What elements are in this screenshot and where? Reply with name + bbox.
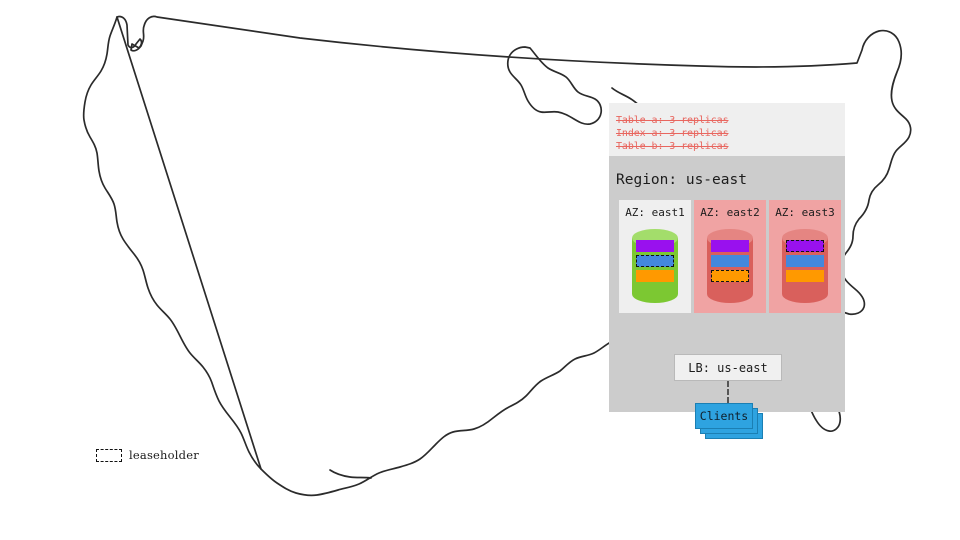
lb-clients-connector	[727, 381, 729, 403]
replica-line-index-a: Index a: 3 replicas	[616, 128, 729, 139]
range-bar-table-a	[636, 240, 674, 252]
availability-zone-east1[interactable]: AZ: east1	[619, 200, 691, 313]
map-texas-notch	[329, 469, 372, 479]
clients-stack[interactable]: Clients	[695, 403, 763, 439]
database-cylinder-east2	[706, 228, 754, 304]
availability-zone-row: AZ: east1 AZ:	[619, 200, 841, 313]
availability-zone-east2[interactable]: AZ: east2	[694, 200, 766, 313]
load-balancer-label: LB: us-east	[688, 360, 768, 375]
client-card-front: Clients	[695, 403, 753, 429]
range-bar-index-a	[711, 255, 749, 267]
range-bars-east3	[786, 240, 824, 282]
legend-label: leaseholder	[129, 448, 199, 462]
load-balancer-box[interactable]: LB: us-east	[674, 354, 782, 381]
range-bars-east1	[636, 240, 674, 282]
range-bar-index-a	[786, 255, 824, 267]
range-bar-table-a-leaseholder	[786, 240, 824, 252]
availability-zone-east3[interactable]: AZ: east3	[769, 200, 841, 313]
database-cylinder-east3	[781, 228, 829, 304]
az-label-east2: AZ: east2	[700, 206, 760, 219]
replica-line-table-b: Table b: 3 replicas	[616, 141, 729, 152]
legend: leaseholder	[96, 448, 199, 462]
database-cylinder-east1	[631, 228, 679, 304]
replica-summary-header: Table a: 3 replicas Index a: 3 replicas …	[609, 103, 845, 156]
range-bar-table-b	[636, 270, 674, 282]
range-bar-index-a-leaseholder	[636, 255, 674, 267]
replica-line-table-a: Table a: 3 replicas	[616, 115, 729, 126]
range-bars-east2	[711, 240, 749, 282]
region-title: Region: us-east	[616, 172, 747, 188]
az-label-east1: AZ: east1	[625, 206, 685, 219]
clients-label: Clients	[699, 409, 749, 423]
map-great-lakes	[506, 46, 603, 126]
range-bar-table-b-leaseholder	[711, 270, 749, 282]
range-bar-table-b	[786, 270, 824, 282]
dashed-rect-icon	[96, 448, 122, 462]
region-panel: Table a: 3 replicas Index a: 3 replicas …	[609, 103, 845, 439]
map-north-east-edge	[116, 15, 912, 316]
map-west-coast	[82, 16, 262, 470]
region-body: Region: us-east AZ: east1	[609, 156, 845, 439]
range-bar-table-a	[711, 240, 749, 252]
az-label-east3: AZ: east3	[775, 206, 835, 219]
